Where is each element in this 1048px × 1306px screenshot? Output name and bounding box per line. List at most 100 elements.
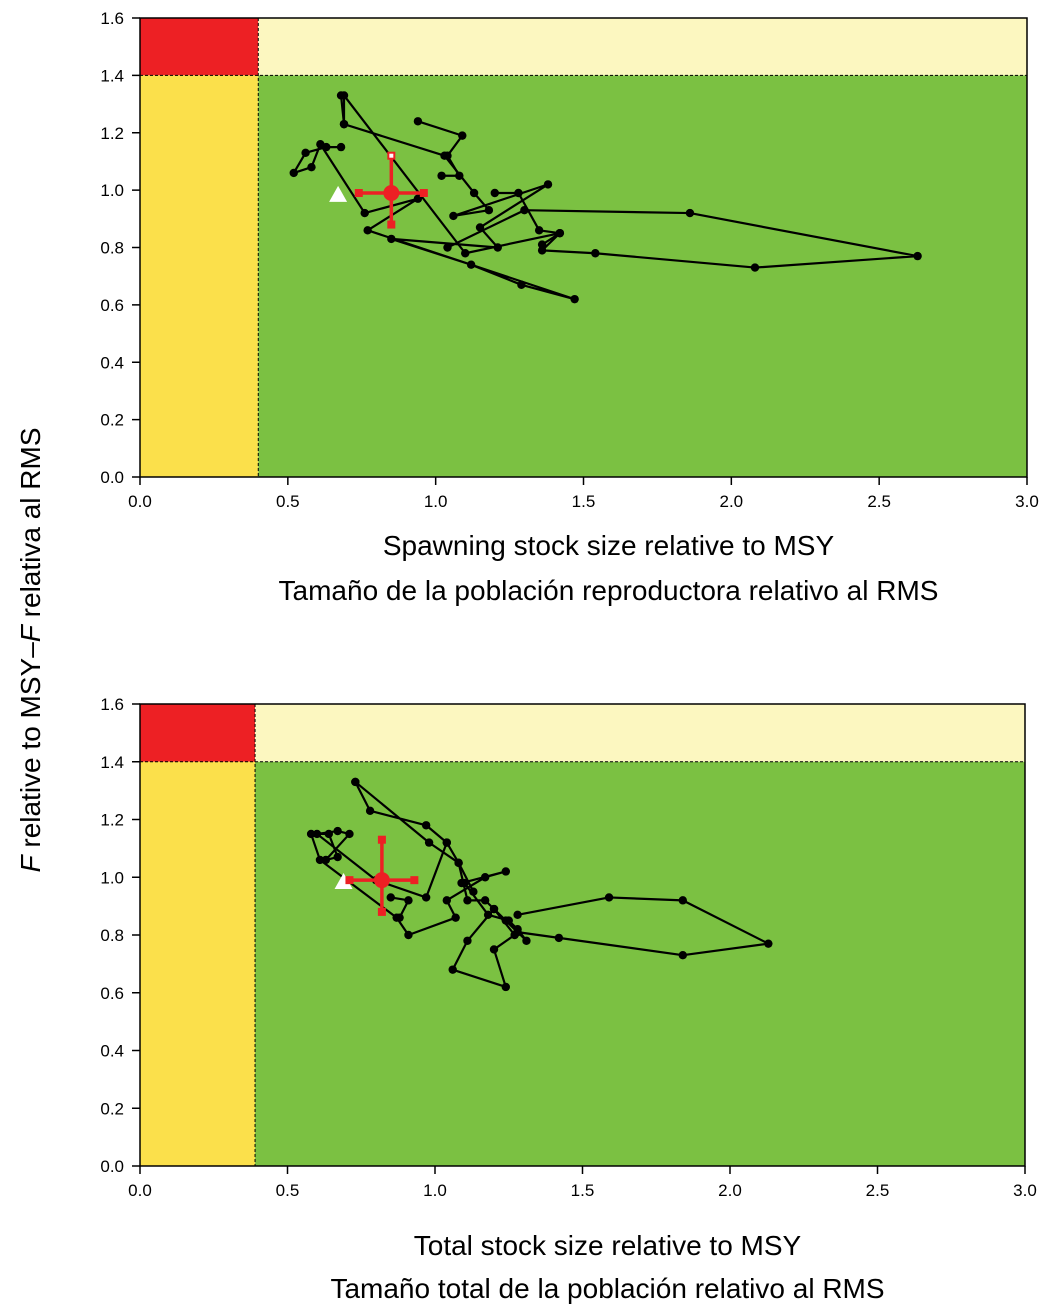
trajectory-point: [451, 913, 460, 922]
x-tick-label: 0.5: [276, 492, 300, 511]
trajectory-point: [537, 240, 547, 249]
trajectory-point: [461, 249, 470, 258]
trajectory-point: [517, 280, 526, 289]
trajectory-point: [591, 249, 600, 258]
trajectory-point: [489, 904, 499, 914]
y-tick-label: 1.0: [100, 868, 124, 887]
trajectory-point: [363, 226, 372, 235]
y-tick-label: 0.4: [100, 353, 124, 372]
trajectory-point: [404, 930, 413, 940]
y-tick-label: 0.6: [100, 296, 124, 315]
trajectory-point: [455, 171, 464, 180]
trajectory-point: [604, 893, 614, 902]
x-tick-label: 2.0: [718, 1181, 742, 1200]
trajectory-point: [448, 965, 457, 974]
x-tick-label: 1.5: [572, 492, 596, 511]
trajectory-point: [333, 826, 342, 836]
x-axis-label: Tamaño total de la población relativo al…: [330, 1273, 884, 1304]
trajectory-point: [315, 855, 325, 865]
zone-overfished-overfishing: [140, 704, 256, 762]
y-tick-label: 1.6: [100, 9, 124, 28]
trajectory-point: [463, 936, 472, 945]
trajectory-point: [480, 896, 490, 905]
y-tick-label: 0.2: [100, 1099, 124, 1118]
trajectory-point: [514, 188, 523, 198]
current-ci-cap: [377, 907, 386, 916]
trajectory-point: [463, 896, 472, 905]
trajectory-point: [404, 896, 413, 905]
trajectory-point: [421, 821, 431, 830]
trajectory-point: [336, 142, 346, 152]
y-tick-label: 0.2: [100, 411, 124, 430]
trajectory-point: [554, 933, 564, 943]
trajectory-point: [466, 260, 476, 269]
current-ci-cap: [377, 835, 386, 844]
trajectory-point: [312, 829, 322, 839]
trajectory-point: [764, 939, 773, 948]
current-ci-cap: [419, 188, 428, 197]
y-axis-label: F relative to MSY–F relativa al RMS: [15, 427, 46, 872]
trajectory-point: [321, 855, 331, 865]
x-tick-label: 0.0: [128, 1181, 152, 1200]
trajectory-point: [301, 148, 310, 158]
x-tick-label: 2.0: [720, 492, 744, 511]
trajectory-point: [685, 208, 695, 218]
trajectory-point: [469, 188, 479, 198]
trajectory-line: [505, 896, 770, 957]
x-axis-label: Tamaño de la población reproductora rela…: [279, 575, 939, 606]
current-ci-cap: [354, 188, 363, 197]
current-estimate: [373, 872, 390, 889]
trajectory-point: [460, 878, 469, 888]
y-tick-label: 1.6: [100, 695, 124, 714]
trajectory-point: [449, 211, 458, 221]
zone-healthy: [255, 761, 1026, 1166]
trajectory-point: [454, 858, 463, 868]
trajectory-point: [345, 829, 354, 839]
trajectory-point: [501, 982, 510, 992]
zone-healthy: [258, 75, 1027, 477]
trajectory-point: [513, 927, 522, 937]
x-tick-label: 2.5: [866, 1181, 890, 1200]
trajectory-point: [490, 188, 499, 198]
trajectory-point: [458, 131, 467, 140]
trajectory-point: [306, 829, 316, 839]
trajectory-point: [555, 228, 565, 238]
trajectory-point: [678, 951, 687, 960]
start-marker: [334, 873, 353, 890]
y-tick-label: 0.8: [100, 239, 124, 258]
current-ci-cap: [387, 220, 396, 229]
trajectory-line: [292, 95, 576, 301]
trajectory-point: [307, 162, 316, 172]
trajectory-point: [351, 777, 360, 787]
current-estimate: [383, 184, 400, 201]
y-tick-label: 0.8: [100, 926, 124, 945]
y-tick-label: 0.0: [100, 1157, 124, 1176]
start-marker: [329, 185, 348, 202]
trajectory-point: [678, 896, 687, 905]
trajectory-point: [442, 896, 451, 905]
x-tick-label: 3.0: [1013, 1181, 1037, 1200]
trajectory-point: [543, 180, 553, 189]
x-tick-label: 1.0: [423, 1181, 447, 1200]
trajectory-point: [424, 838, 434, 847]
trajectory-point: [501, 867, 510, 876]
trajectory-point: [480, 873, 490, 882]
y-tick-label: 0.4: [100, 1042, 124, 1061]
current-ci-cap-highlight: [389, 153, 394, 158]
trajectory-point: [289, 168, 298, 178]
y-tick-label: 1.4: [100, 753, 124, 772]
x-tick-label: 2.5: [867, 492, 891, 511]
trajectory-point: [570, 294, 579, 304]
y-tick-label: 1.0: [100, 181, 124, 200]
trajectory-point: [421, 893, 431, 902]
y-tick-label: 0.6: [100, 984, 124, 1003]
trajectory-point: [387, 234, 396, 244]
x-tick-label: 3.0: [1015, 492, 1039, 511]
trajectory-point: [750, 263, 760, 272]
zone-overfished: [140, 75, 259, 477]
trajectory-point: [443, 243, 452, 252]
trajectory-point: [489, 945, 499, 954]
trajectory-point: [395, 913, 404, 922]
trajectory-point: [437, 171, 446, 180]
